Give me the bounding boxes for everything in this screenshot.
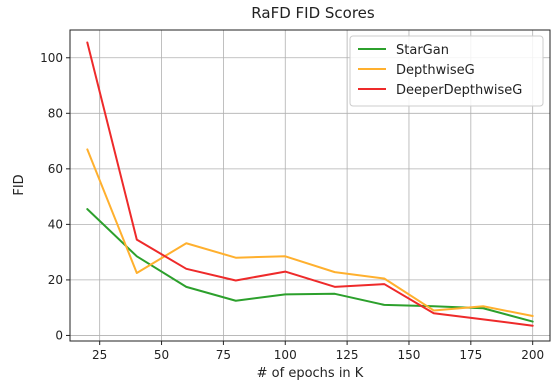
series-line-depthwiseg [86,148,534,318]
x-tick-label: 100 [274,348,297,362]
legend-box [349,35,544,107]
x-tick-label: 50 [154,348,169,362]
y-tick-label: 60 [48,162,63,176]
y-tick-label: 20 [48,273,63,287]
legend-label: DeeperDepthwiseG [396,83,522,98]
axis-ticks: 25 50 75 100 125 150 175 200 0 20 40 60 80 100 [40,51,544,362]
x-tick-label: 175 [459,348,482,362]
y-tick-label: 0 [55,328,63,342]
y-tick-label: 40 [48,217,63,231]
series-line-deeperdepthwiseg [86,41,534,327]
y-tick-label: 80 [48,106,63,120]
x-tick-label: 75 [216,348,231,362]
series-line-stargan [86,208,534,323]
series-lines [86,41,534,327]
x-tick-label: 125 [336,348,359,362]
x-tick-label: 150 [398,348,421,362]
legend: StarGan DepthwiseG DeeperDepthwiseG [349,35,544,107]
x-tick-label: 200 [521,348,544,362]
plot-frame [69,29,551,342]
x-axis-label: # of epochs in K [257,366,364,381]
chart-title: RaFD FID Scores [251,4,375,22]
x-tick-label: 25 [92,348,107,362]
y-axis-label: FID [12,174,27,195]
legend-label: DepthwiseG [396,63,475,78]
y-tick-label: 100 [40,51,63,65]
legend-label: StarGan [396,43,449,58]
